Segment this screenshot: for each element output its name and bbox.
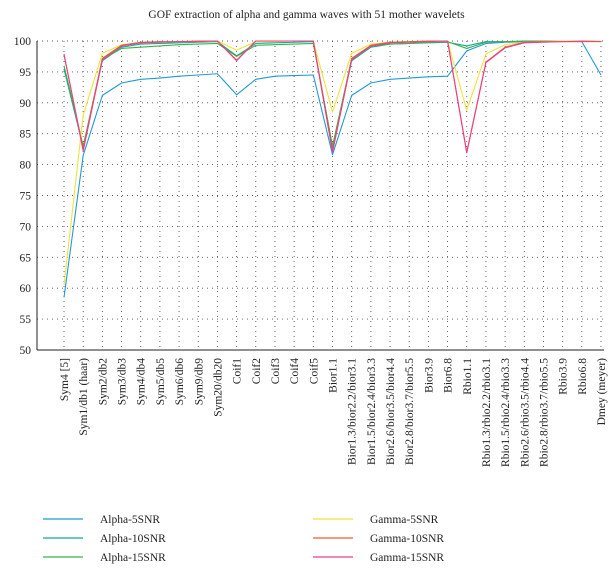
- x-tick-label: Bior2.8/bior3.7/bior5.5: [404, 358, 416, 465]
- x-tick-label: Sym2/db2: [97, 358, 109, 406]
- x-tick-label: Rbio2.6/rbio3.5/rbio4.4: [519, 358, 531, 467]
- x-tick-label: Bior1.3/bior2.2/bior3.1: [347, 358, 359, 465]
- y-tick-label: 70: [20, 221, 32, 233]
- series-lines: [63, 40, 602, 298]
- x-tick-label: Rbio6.8: [577, 358, 589, 395]
- x-tick-label: Rbio2.8/rbio3.7/rbio5.5: [538, 358, 550, 467]
- series-line-gamma-5snr: [63, 40, 601, 286]
- gridlines: [37, 40, 604, 350]
- legend-label: Gamma-15SNR: [370, 552, 444, 564]
- x-tick-label: Dmey (meyer): [596, 358, 608, 426]
- series-line-alpha-5snr: [63, 41, 602, 298]
- x-tick-label: Bior1.5/bior2.4/bior3.3: [366, 358, 378, 465]
- y-tick-labels: 50 55 60 65 70 75 80 85 90 95 100: [14, 36, 32, 357]
- x-tick-label: Bior1.1: [328, 358, 340, 393]
- y-tick-label: 100: [14, 36, 32, 48]
- x-tick-label: Sym4 [5]: [59, 358, 71, 401]
- x-tick-label: Sym20/db20: [212, 358, 224, 417]
- x-tick-label: Coif4: [289, 358, 301, 384]
- legend-label: Alpha-15SNR: [100, 552, 166, 564]
- x-tick-label: Coif2: [251, 358, 263, 384]
- y-tick-label: 65: [20, 252, 32, 264]
- y-tick-label: 95: [20, 67, 32, 79]
- x-tick-label: Coif3: [270, 358, 282, 384]
- x-tick-label: Sym5/db5: [155, 358, 167, 406]
- x-tick-label: Bior3.9: [423, 358, 435, 393]
- y-tick-label: 75: [20, 191, 32, 203]
- x-tick-labels: Sym4 [5] Sym1/db1 (haar) Sym2/db2 Sym3/db3 S…: [59, 358, 608, 467]
- x-tick-label: Coif1: [232, 358, 244, 384]
- legend: Alpha-5SNR Alpha-10SNR Alpha-15SNR Gamma-5S…: [43, 514, 444, 564]
- x-tick-label: Sym9/db9: [193, 358, 205, 406]
- y-tick-label: 85: [20, 129, 32, 141]
- series-line-gamma-15snr: [63, 40, 601, 154]
- legend-label: Gamma-5SNR: [370, 514, 439, 526]
- x-tick-label: Rbio1.5/rbio2.4/rbio3.3: [500, 358, 512, 467]
- x-tick-label: Bior2.6/bior3.5/bior4.4: [385, 358, 397, 465]
- x-tick-label: Sym1/db1 (haar): [78, 358, 90, 436]
- x-tick-label: Rbio1.3/rbio2.2/rbio3.1: [481, 358, 493, 467]
- y-tick-label: 80: [20, 160, 32, 172]
- x-tick-label: Sym4/db4: [136, 358, 148, 406]
- y-tick-label: 90: [20, 98, 32, 110]
- y-tick-label: 60: [20, 283, 32, 295]
- x-tick-label: Coif5: [308, 358, 320, 384]
- x-tick-label: Sym3/db3: [117, 358, 129, 406]
- y-tick-label: 50: [20, 345, 32, 357]
- x-tick-label: Rbio1.1: [462, 358, 474, 395]
- x-tick-label: Rbio3.9: [558, 358, 570, 395]
- legend-label: Alpha-5SNR: [100, 514, 160, 526]
- y-tick-label: 55: [20, 314, 32, 326]
- series-line-alpha-15snr: [63, 40, 601, 147]
- x-tick-label: Sym6/db6: [174, 358, 186, 406]
- chart-title: GOF extraction of alpha and gamma waves …: [148, 9, 465, 21]
- legend-label: Gamma-10SNR: [370, 533, 444, 545]
- x-tick-label: Bior6.8: [443, 358, 455, 393]
- legend-label: Alpha-10SNR: [100, 533, 166, 545]
- axes: [36, 41, 604, 351]
